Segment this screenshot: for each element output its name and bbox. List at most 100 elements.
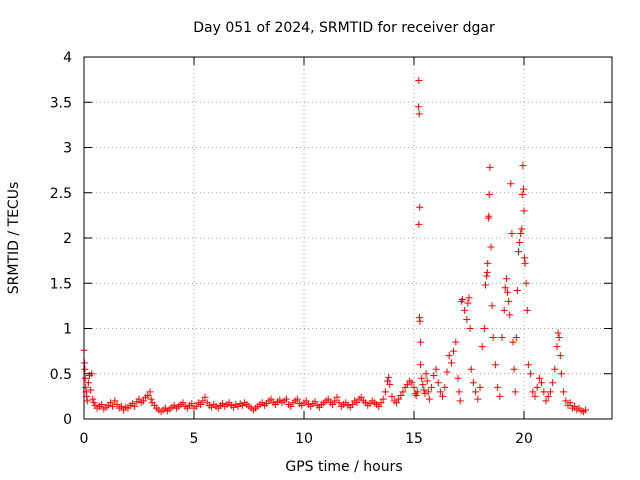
data-point — [512, 334, 520, 342]
data-point — [485, 191, 493, 199]
data-point — [511, 388, 519, 396]
y-tick-label: 3 — [63, 141, 72, 157]
data-point — [519, 162, 527, 170]
y-tick-label: 1 — [63, 322, 72, 338]
data-point — [324, 395, 332, 403]
data-point — [417, 361, 425, 369]
data-point — [531, 392, 539, 400]
data-point — [329, 401, 337, 409]
x-tick-label: 10 — [295, 431, 313, 447]
data-point — [520, 254, 528, 262]
data-point — [415, 110, 423, 118]
data-point — [491, 361, 499, 369]
data-point — [113, 401, 121, 409]
data-point — [84, 379, 92, 387]
data-point — [353, 399, 361, 407]
data-point — [496, 392, 504, 400]
data-point — [463, 315, 471, 323]
x-tick-label: 0 — [80, 431, 89, 447]
y-axis-label: SRMTID / TECUs — [6, 182, 22, 295]
data-point — [199, 397, 207, 405]
data-point — [331, 397, 339, 405]
data-point — [419, 381, 427, 389]
data-point — [504, 288, 511, 296]
data-point — [546, 388, 554, 396]
data-point — [335, 399, 343, 407]
data-point — [392, 399, 400, 407]
y-tick-label: 2.5 — [50, 186, 72, 202]
data-point — [527, 370, 535, 378]
y-tick-label: 3.5 — [50, 95, 72, 111]
data-point — [560, 388, 568, 396]
data-point — [188, 400, 196, 408]
data-point — [357, 393, 365, 401]
data-point — [480, 325, 488, 332]
data-point — [505, 297, 513, 305]
data-point — [518, 225, 526, 233]
data-point — [267, 395, 275, 403]
data-point — [518, 191, 526, 199]
data-point — [520, 207, 528, 215]
data-point — [464, 299, 472, 307]
data-point — [441, 383, 449, 391]
data-point — [469, 379, 477, 387]
data-point — [147, 395, 155, 403]
data-point — [420, 386, 428, 394]
data-point — [384, 377, 392, 385]
data-point — [509, 338, 517, 346]
data-point — [201, 393, 209, 401]
data-point — [566, 399, 574, 407]
data-point — [452, 338, 460, 346]
data-point — [348, 401, 356, 409]
data-point — [83, 397, 91, 405]
data-point — [489, 334, 497, 342]
data-point — [507, 180, 515, 188]
data-point — [513, 286, 521, 294]
data-point — [523, 306, 531, 314]
data-point — [287, 402, 295, 410]
data-point — [436, 388, 444, 396]
data-point — [494, 383, 502, 391]
data-point — [282, 395, 290, 403]
data-point — [424, 388, 432, 396]
data-point — [476, 383, 484, 391]
data-point — [450, 347, 458, 355]
data-point — [484, 259, 492, 267]
data-point — [516, 239, 524, 247]
data-point — [386, 381, 394, 389]
data-point — [416, 203, 424, 211]
data-point — [89, 395, 97, 403]
data-point — [403, 381, 411, 389]
data-point — [472, 388, 480, 396]
data-point — [465, 294, 473, 302]
data-point — [551, 365, 559, 373]
data-point — [535, 374, 543, 382]
data-point — [488, 302, 496, 310]
data-point — [517, 229, 525, 237]
data-point — [439, 392, 447, 400]
data-point — [529, 388, 537, 396]
data-point — [447, 359, 455, 367]
data-point — [542, 397, 550, 405]
data-point — [117, 402, 125, 410]
data-point — [395, 395, 403, 403]
data-point — [454, 374, 462, 382]
data-point — [443, 368, 451, 376]
data-point — [515, 248, 522, 256]
data-point — [549, 379, 557, 387]
data-point — [556, 352, 564, 360]
data-point — [555, 334, 563, 342]
data-point — [521, 259, 529, 267]
data-point — [179, 399, 187, 407]
data-point — [482, 281, 489, 289]
data-point — [311, 398, 319, 406]
data-point — [413, 388, 421, 396]
data-point — [416, 317, 424, 325]
data-point — [144, 391, 152, 399]
data-point — [467, 365, 475, 373]
data-point — [544, 392, 552, 400]
data-point — [582, 406, 590, 414]
y-tick-label: 2 — [63, 231, 72, 247]
y-tick-label: 4 — [63, 50, 72, 66]
data-point — [562, 397, 570, 405]
